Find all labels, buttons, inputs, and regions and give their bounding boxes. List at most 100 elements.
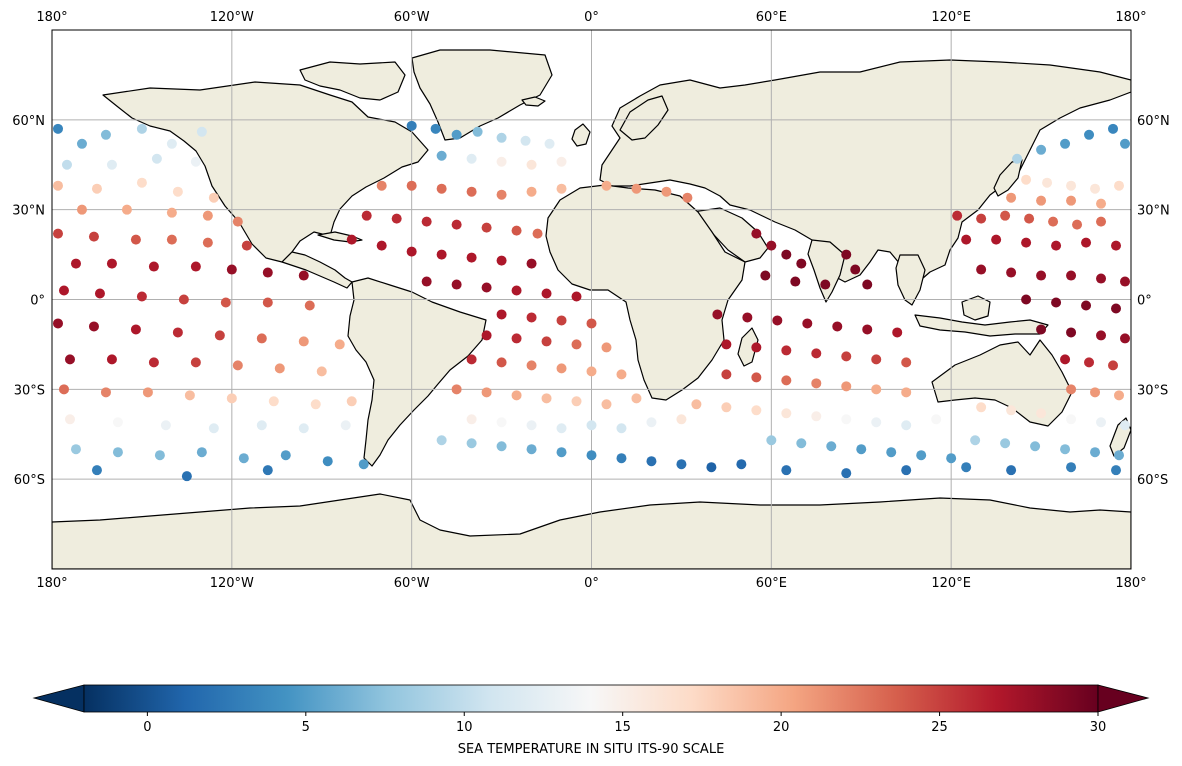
temperature-point [556,363,567,374]
temperature-point [526,420,537,431]
temperature-point [346,234,357,245]
temperature-point [298,336,309,347]
temperature-point [712,309,723,320]
temperature-point [676,459,687,470]
temperature-point [436,183,447,194]
temperature-point [1111,240,1122,251]
temperature-point [586,318,597,329]
temperature-point [61,159,72,170]
temperature-point [256,420,267,431]
lat-tick-label-right: 60°N [1137,114,1170,129]
temperature-point [931,414,942,425]
temperature-point [88,231,99,242]
lon-tick-label-top: 120°W [210,10,254,25]
land-madagascar [737,327,759,367]
temperature-point [481,282,492,293]
temperature-point [682,192,693,203]
temperature-point [406,246,417,257]
temperature-point [820,279,831,290]
temperature-point [391,213,402,224]
temperature-point [1060,354,1071,365]
temperature-point [901,387,912,398]
temperature-point [52,318,63,329]
temperature-point [1114,180,1125,191]
temperature-point [220,297,231,308]
temperature-point [274,363,285,374]
temperature-point [91,465,102,476]
temperature-point [1096,216,1107,227]
temperature-point [736,459,747,470]
temperature-point [181,471,192,482]
temperature-point [841,381,852,392]
temperature-point [811,378,822,389]
temperature-point [1066,270,1077,281]
temperature-point [262,267,273,278]
temperature-point [1111,303,1122,314]
lon-tick-label-bottom: 120°E [931,576,971,591]
temperature-point [892,327,903,338]
temperature-point [832,321,843,332]
lat-tick-label-left: 30°N [12,204,45,219]
temperature-point [751,228,762,239]
temperature-point [1114,450,1125,461]
temperature-point [841,414,852,425]
temperature-point [916,450,927,461]
temperature-point [1066,414,1077,425]
temperature-point [556,183,567,194]
temperature-point [436,435,447,446]
temperature-point [166,138,177,149]
lon-tick-label-bottom: 180° [1115,576,1146,591]
temperature-point [190,261,201,272]
temperature-point [526,159,537,170]
temperature-point [1084,357,1095,368]
temperature-point [64,354,75,365]
lat-tick-label-left: 60°S [14,473,45,488]
temperature-point [796,438,807,449]
temperature-point [541,288,552,299]
temperature-point [436,150,447,161]
temperature-point [481,330,492,341]
temperature-point [991,234,1002,245]
temperature-point [1090,447,1101,458]
lon-tick-label-bottom: 120°W [210,576,254,591]
temperature-point [676,414,687,425]
colorbar-tick-label: 25 [931,720,948,735]
temperature-point [556,447,567,458]
temperature-point [721,369,732,380]
temperature-points [52,120,1131,482]
temperature-point [142,387,153,398]
temperature-point [826,441,837,452]
temperature-point [1072,219,1083,230]
temperature-point [541,336,552,347]
temperature-point [1042,177,1053,188]
temperature-point [451,219,462,230]
temperature-point [106,354,117,365]
temperature-point [526,312,537,323]
temperature-point [202,237,213,248]
temperature-point [130,234,141,245]
temperature-point [241,240,252,251]
lat-tick-label-right: 30°S [1137,383,1168,398]
temperature-point [346,396,357,407]
temperature-point [376,180,387,191]
temperature-point [358,459,369,470]
temperature-point [742,312,753,323]
temperature-point [1090,183,1101,194]
temperature-point [238,453,249,464]
lon-tick-label-top: 180° [36,10,67,25]
temperature-point [781,408,792,419]
temperature-point [130,324,141,335]
colorbar-ticks: 0 5 10 15 20 25 30 [143,712,1106,735]
temperature-point [322,456,333,467]
lon-tick-label-top: 60°E [756,10,787,25]
temperature-point [136,177,147,188]
temperature-point [871,417,882,428]
temperature-point [340,420,351,431]
temperature-point [1036,195,1047,206]
temperature-point [601,342,612,353]
temperature-point [172,327,183,338]
temperature-point [151,153,162,164]
temperature-point [970,435,981,446]
map-panel: 180° 120°W 60°W 0° 60°E 120°E 180° 180° 120°W 60… [12,10,1170,591]
lat-tick-label-right: 60°S [1137,473,1168,488]
